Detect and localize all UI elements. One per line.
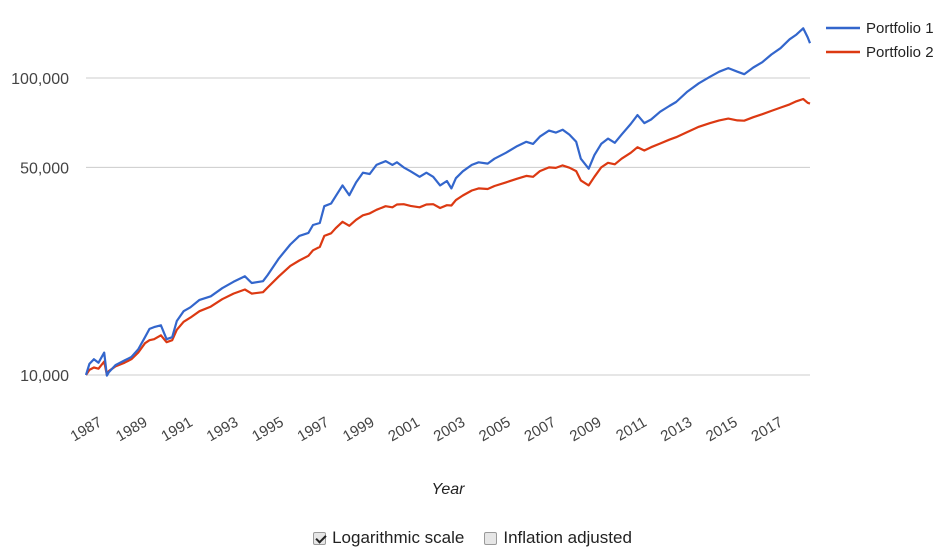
y-tick-label: 10,000: [20, 368, 69, 385]
x-tick-label: 2013: [658, 414, 695, 445]
y-axis-ticks: 10,000 50,000 100,000: [11, 71, 69, 385]
log-scale-label: Logarithmic scale: [332, 528, 465, 547]
inflation-adjusted-checkbox-box[interactable]: [484, 531, 498, 545]
x-tick-label: 2015: [703, 414, 740, 445]
x-tick-label: 1995: [249, 414, 286, 445]
x-tick-label: 1993: [204, 414, 241, 445]
log-scale-checkbox-box[interactable]: [313, 531, 327, 545]
series-line-portfolio-1: [84, 27, 812, 377]
log-scale-checkbox[interactable]: Logarithmic scale: [313, 528, 464, 548]
x-tick-label: 2003: [431, 414, 468, 445]
x-tick-label: 2017: [748, 414, 785, 445]
x-tick-label: 1989: [113, 414, 150, 445]
x-tick-label: 2001: [385, 414, 422, 445]
plot-area: [84, 27, 812, 377]
x-tick-label: 1999: [340, 414, 377, 445]
x-tick-label: 1997: [295, 414, 332, 445]
y-tick-label: 100,000: [11, 71, 69, 88]
x-tick-label: 2005: [476, 414, 513, 445]
legend-label-portfolio-2: Portfolio 2: [866, 44, 934, 61]
chart: 10,000 50,000 100,000 1987 1989 1991 1993 1995…: [11, 20, 934, 498]
x-axis-title: Year: [432, 481, 466, 498]
x-tick-label: 2011: [613, 414, 649, 445]
chart-options: Logarithmic scale Inflation adjusted: [0, 526, 945, 550]
x-axis-ticks: 1987 1989 1991 1993 1995 1997 1999 2001 2003 2005…: [68, 414, 786, 445]
legend: Portfolio 1 Portfolio 2: [826, 20, 934, 61]
x-tick-label: 1991: [158, 414, 195, 445]
y-tick-label: 50,000: [20, 160, 69, 177]
x-tick-label: 2007: [522, 414, 559, 445]
series-line-portfolio-2: [85, 97, 811, 377]
x-tick-label: 2009: [567, 414, 604, 445]
inflation-adjusted-label: Inflation adjusted: [503, 528, 632, 547]
inflation-adjusted-checkbox[interactable]: Inflation adjusted: [484, 528, 632, 548]
x-tick-label: 1987: [68, 414, 105, 445]
gridlines: [86, 77, 810, 376]
legend-label-portfolio-1: Portfolio 1: [866, 20, 934, 37]
